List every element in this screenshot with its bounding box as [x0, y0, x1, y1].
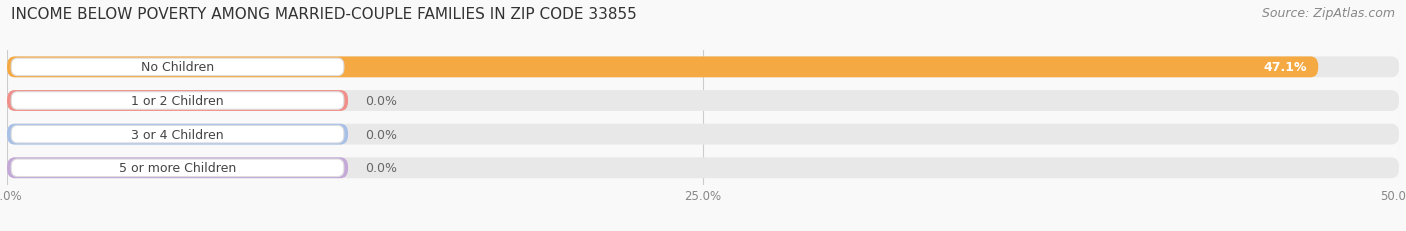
Text: 5 or more Children: 5 or more Children [120, 161, 236, 175]
Text: No Children: No Children [141, 61, 214, 74]
FancyBboxPatch shape [7, 91, 1399, 111]
Text: 1 or 2 Children: 1 or 2 Children [131, 94, 224, 108]
FancyBboxPatch shape [7, 57, 1319, 78]
FancyBboxPatch shape [7, 124, 349, 145]
FancyBboxPatch shape [11, 92, 344, 110]
Text: INCOME BELOW POVERTY AMONG MARRIED-COUPLE FAMILIES IN ZIP CODE 33855: INCOME BELOW POVERTY AMONG MARRIED-COUPL… [11, 7, 637, 22]
Text: Source: ZipAtlas.com: Source: ZipAtlas.com [1261, 7, 1395, 20]
FancyBboxPatch shape [7, 158, 349, 178]
FancyBboxPatch shape [7, 57, 1399, 78]
Text: 3 or 4 Children: 3 or 4 Children [131, 128, 224, 141]
Text: 0.0%: 0.0% [364, 128, 396, 141]
Text: 47.1%: 47.1% [1264, 61, 1308, 74]
Text: 0.0%: 0.0% [364, 161, 396, 175]
FancyBboxPatch shape [7, 91, 349, 111]
FancyBboxPatch shape [11, 126, 344, 143]
FancyBboxPatch shape [11, 159, 344, 177]
FancyBboxPatch shape [11, 59, 344, 76]
FancyBboxPatch shape [7, 124, 1399, 145]
FancyBboxPatch shape [7, 158, 1399, 178]
Text: 0.0%: 0.0% [364, 94, 396, 108]
